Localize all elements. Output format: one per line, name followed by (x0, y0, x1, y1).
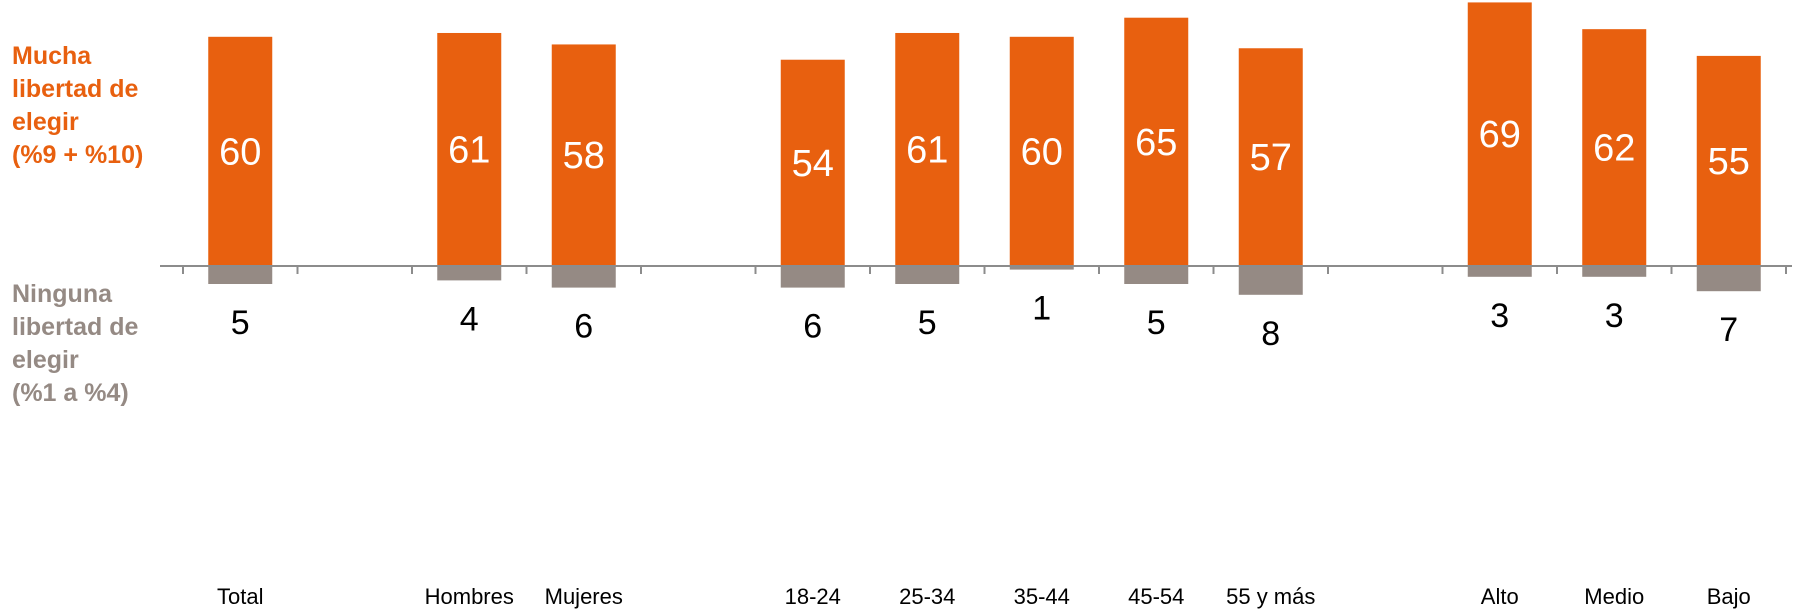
data-label-negative: 5 (231, 304, 250, 342)
category-label: Hombres (425, 584, 514, 609)
data-label-positive: 65 (1135, 122, 1177, 164)
category-label: Bajo (1707, 584, 1751, 609)
bar-positive (1124, 17, 1189, 267)
data-label-positive: 61 (448, 129, 490, 171)
bar-negative (208, 266, 273, 284)
bar-positive (1696, 55, 1761, 267)
data-label-positive: 57 (1250, 137, 1292, 179)
data-label-negative: 5 (918, 304, 937, 342)
bar-negative (1696, 266, 1761, 292)
category-label: 18-24 (785, 584, 841, 609)
category-label: Mujeres (545, 584, 623, 609)
bar-positive (1582, 29, 1647, 266)
bar-negative (1467, 266, 1532, 277)
data-label-negative: 1 (1032, 290, 1051, 328)
bar-negative (1124, 266, 1189, 284)
bar-positive (895, 32, 960, 267)
legend-positive: Mucha libertad de elegir (%9 + %10) (12, 42, 144, 169)
bar-negative (895, 266, 960, 284)
data-label-negative: 4 (460, 300, 479, 338)
legend-negative: Ninguna libertad de elegir (%1 a %4) (12, 280, 139, 407)
bar-negative (1582, 266, 1647, 277)
bar-negative (551, 266, 616, 288)
data-label-positive: 58 (563, 135, 605, 177)
category-label: Medio (1584, 584, 1644, 609)
bar-negative (780, 266, 845, 288)
data-label-negative: 6 (803, 308, 822, 346)
data-label-positive: 55 (1708, 141, 1750, 183)
bar-negative (437, 266, 502, 281)
bar-positive (1238, 48, 1303, 267)
data-label-negative: 3 (1490, 297, 1509, 335)
data-label-positive: 62 (1593, 128, 1635, 170)
category-label: Alto (1481, 584, 1519, 609)
category-label: 25-34 (899, 584, 955, 609)
data-label-positive: 69 (1479, 114, 1521, 156)
data-label-negative: 5 (1147, 304, 1166, 342)
data-label-negative: 7 (1719, 311, 1738, 349)
category-label: 45-54 (1128, 584, 1184, 609)
data-label-positive: 54 (792, 143, 834, 185)
data-label-positive: 61 (906, 129, 948, 171)
category-label: 55 y más (1226, 584, 1315, 609)
bar-positive (1467, 2, 1532, 266)
data-label-positive: 60 (1021, 131, 1063, 173)
data-label-negative: 6 (574, 308, 593, 346)
bar-positive (437, 32, 502, 267)
bar-positive (208, 36, 273, 266)
data-label-negative: 3 (1605, 297, 1624, 335)
bar-negative (1009, 266, 1074, 270)
data-label-positive: 60 (219, 131, 261, 173)
bar-positive (780, 59, 845, 266)
bar-positive (1009, 36, 1074, 266)
bar-negative (1238, 266, 1303, 295)
data-label-negative: 8 (1261, 315, 1280, 353)
category-label: 35-44 (1014, 584, 1070, 609)
category-label: Total (217, 584, 263, 609)
bar-positive (551, 44, 616, 266)
